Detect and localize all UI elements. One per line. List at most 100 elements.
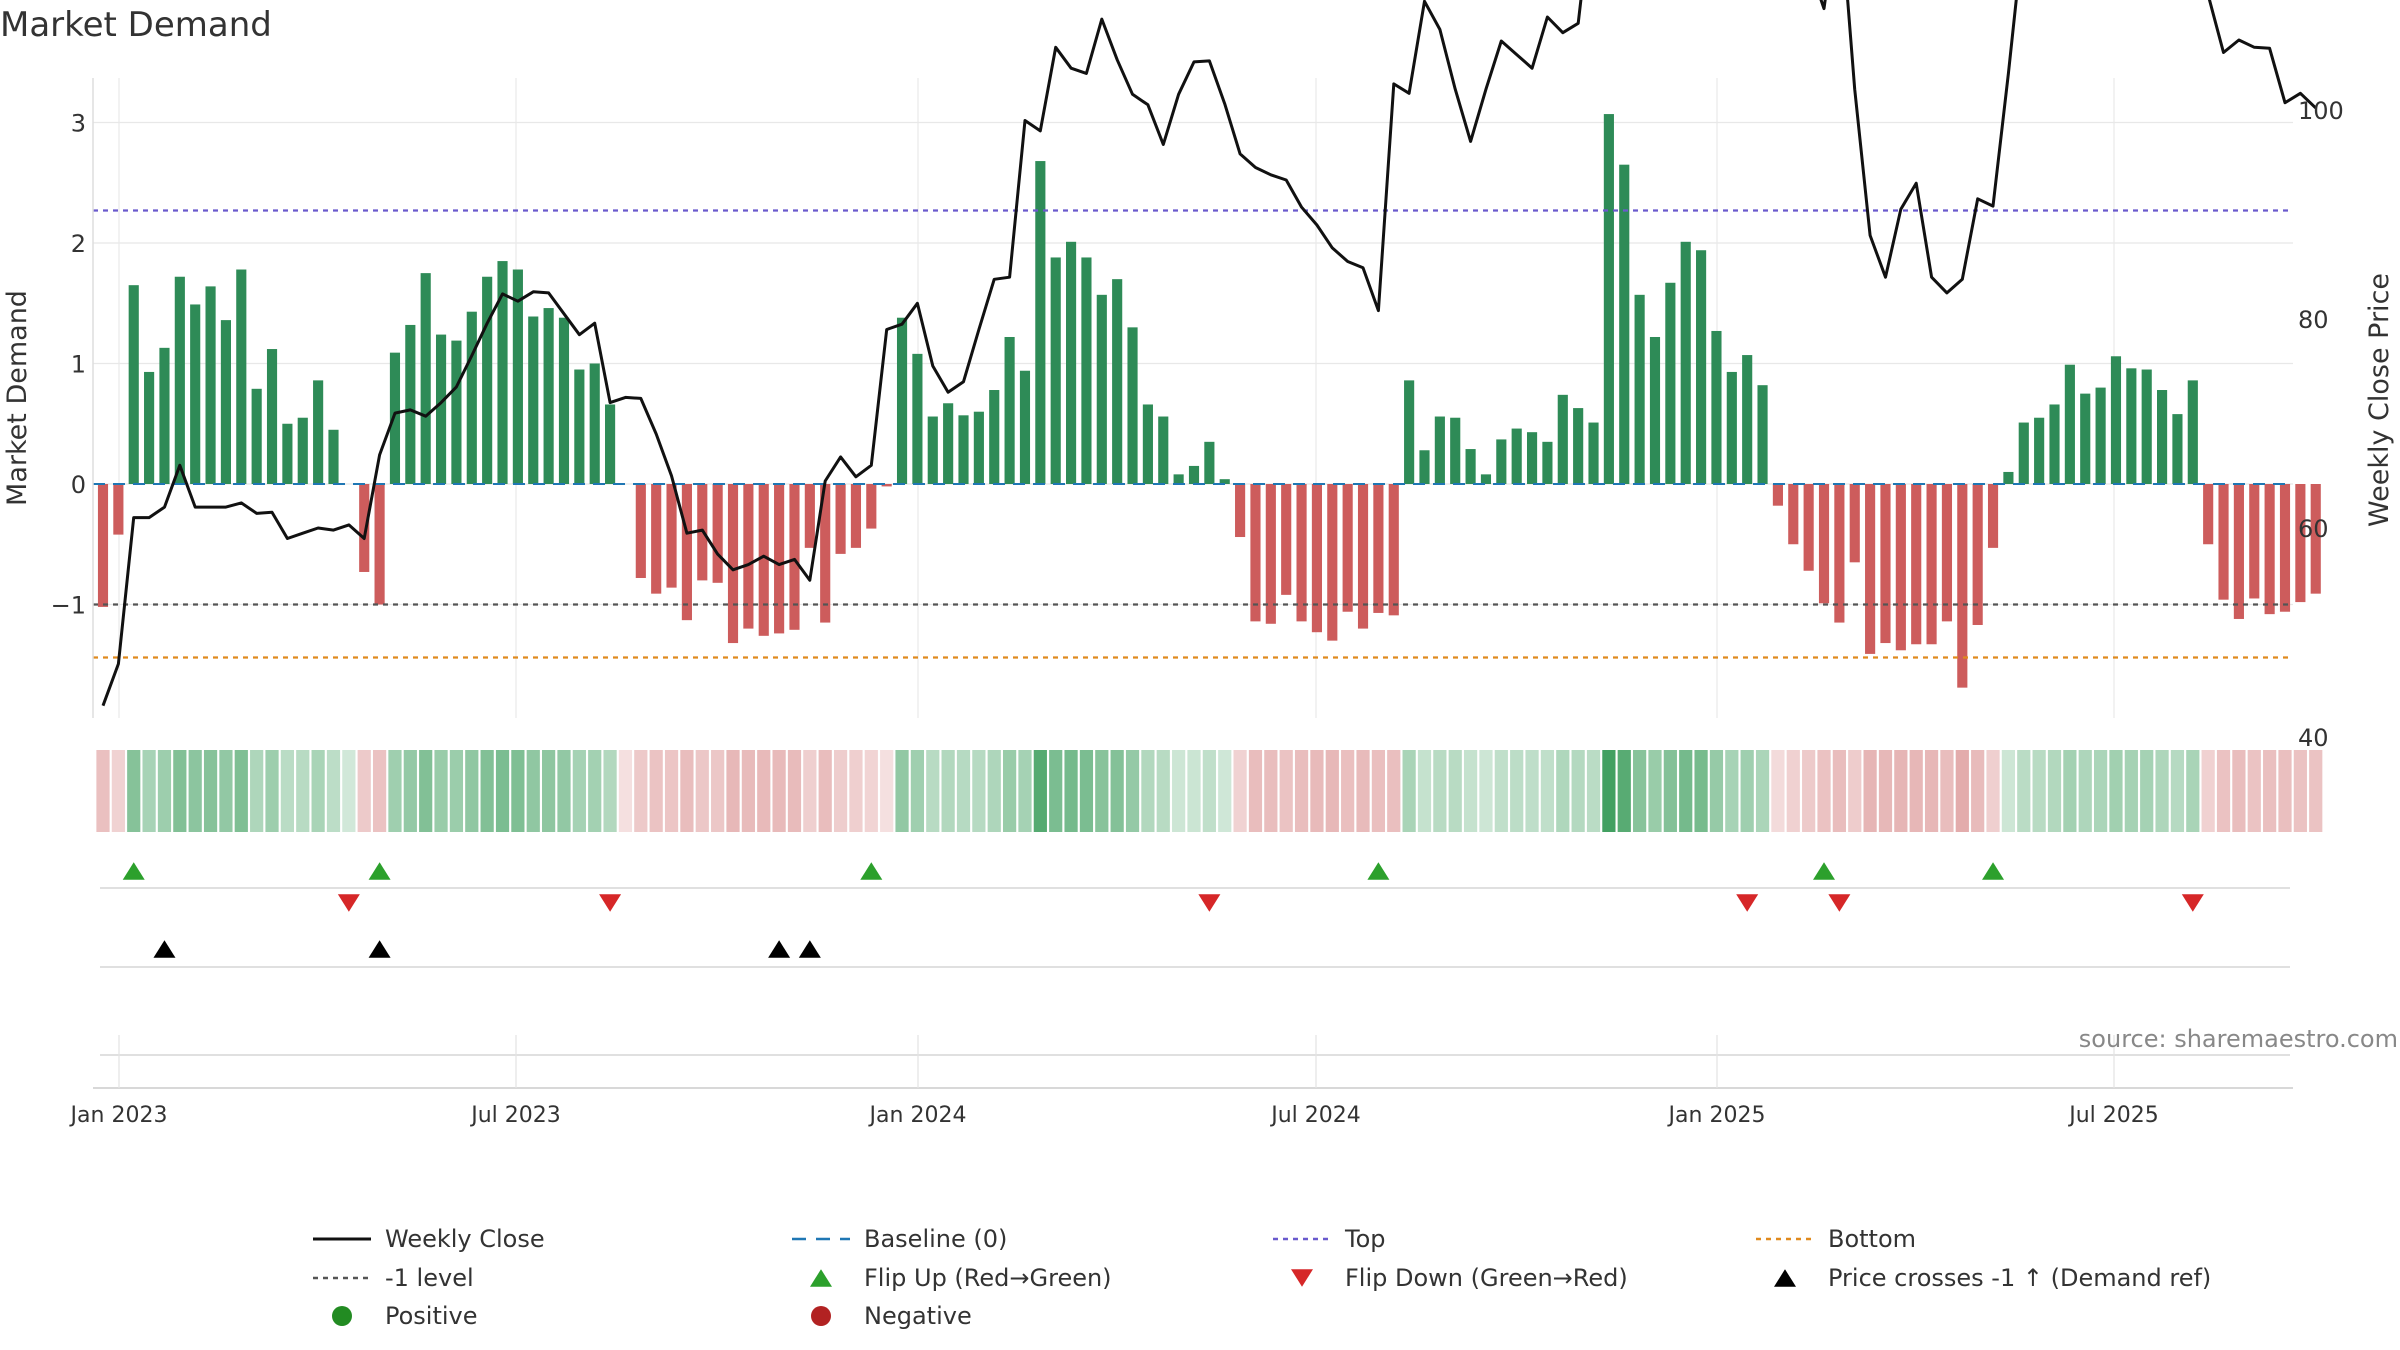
strip-cell <box>1878 750 1893 832</box>
strip-cell <box>1633 750 1647 832</box>
negative-bar <box>1296 484 1307 622</box>
strip-cell <box>1202 750 1216 832</box>
strip-cell <box>1540 750 1555 832</box>
strip-cell <box>2232 750 2246 832</box>
strip-cell <box>1832 750 1846 832</box>
strip-cell <box>1233 750 1247 832</box>
strip-cell <box>1494 750 1508 832</box>
strip-cell <box>680 750 694 832</box>
x-tick-label: Jul 2023 <box>469 1103 561 1128</box>
negative-bar <box>2279 484 2291 612</box>
negative-bar <box>881 484 892 487</box>
y-axis-right-label: Weekly Close Price <box>2364 273 2395 527</box>
negative-bar <box>651 484 662 594</box>
legend-item: Weekly Close <box>313 1225 545 1253</box>
positive-bar <box>943 403 954 484</box>
strip-cell <box>1187 750 1201 832</box>
y-right-tick-label: 80 <box>2298 306 2329 334</box>
strip-cell <box>649 750 663 832</box>
positive-bar <box>973 411 984 484</box>
strip-cell <box>1079 750 1094 832</box>
strip-cell <box>1264 750 1278 832</box>
negative-bar <box>1265 484 1276 624</box>
legend-item: Bottom <box>1756 1225 1916 1253</box>
negative-bar <box>1803 484 1814 571</box>
event-markers <box>100 862 2290 1056</box>
positive-bar <box>1419 450 1430 484</box>
strip-cell <box>495 750 510 832</box>
positive-bar <box>266 349 278 484</box>
positive-bar <box>482 276 493 484</box>
legend-label: Flip Down (Green→Red) <box>1345 1264 1628 1292</box>
strip-cell <box>1909 750 1923 832</box>
strip-cell <box>987 750 1001 832</box>
negative-bar <box>635 484 646 578</box>
strip-cell <box>465 750 479 832</box>
strip-cell <box>1986 750 2000 832</box>
strip-cell <box>1049 750 1063 832</box>
positive-bar <box>2080 393 2091 484</box>
positive-bar <box>2126 368 2137 484</box>
strip-cell <box>818 750 832 832</box>
strip-cell <box>1924 750 1939 832</box>
strip-cell <box>618 750 633 832</box>
legend-item: Positive <box>332 1302 478 1330</box>
flip-down-marker <box>1736 894 1759 912</box>
positive-bar <box>989 390 1000 484</box>
legend-item: Baseline (0) <box>792 1225 1007 1253</box>
strip-cell <box>173 750 187 832</box>
flip-up-marker <box>122 862 145 880</box>
positive-bar <box>1649 336 1661 484</box>
positive-bar <box>1588 422 1599 484</box>
price-line-group <box>101 0 2317 707</box>
negative-bar <box>1311 484 1323 633</box>
strip-cell <box>265 750 279 832</box>
legend-triangle-up-icon <box>810 1269 832 1287</box>
positive-bar <box>2003 471 2014 484</box>
positive-bar <box>405 324 416 484</box>
strip-cell <box>157 750 172 832</box>
negative-bar <box>850 484 862 548</box>
positive-bar <box>1065 241 1077 484</box>
strip-cell <box>926 750 940 832</box>
strip-cell <box>1356 750 1370 832</box>
positive-bar <box>2095 387 2106 484</box>
negative-bar <box>1373 484 1384 613</box>
positive-bar <box>1480 474 1492 484</box>
strip-cell <box>219 750 233 832</box>
positive-bar <box>605 404 616 484</box>
positive-bar <box>1173 474 1184 484</box>
strip-cell <box>1387 750 1401 832</box>
strip-cell <box>1510 750 1524 832</box>
positive-bar <box>1142 404 1153 484</box>
positive-bar <box>497 261 508 484</box>
positive-bar <box>543 308 554 484</box>
strip-cell <box>127 750 141 832</box>
strip-cell <box>250 750 264 832</box>
demand-heat-strip <box>96 750 2323 832</box>
negative-bar <box>1895 484 1906 651</box>
negative-bar <box>359 484 370 572</box>
positive-bar <box>174 276 185 484</box>
legend-item: Top <box>1273 1225 1386 1253</box>
positive-bar <box>528 316 539 484</box>
strip-cell <box>2247 750 2261 832</box>
legend-label: Price crosses -1 ↑ (Demand ref) <box>1828 1264 2211 1292</box>
strip-cell <box>1725 750 1739 832</box>
negative-bar <box>804 484 815 548</box>
legend-triangle-up-icon <box>1774 1269 1796 1287</box>
strip-cell <box>695 750 709 832</box>
reference-lines <box>93 209 2293 659</box>
positive-bar <box>512 269 523 484</box>
negative-bar <box>2310 484 2321 594</box>
negative-bar <box>1235 484 1246 538</box>
flip-down-marker <box>599 894 622 912</box>
legend-label: -1 level <box>385 1264 474 1292</box>
price-cross-marker <box>153 940 176 958</box>
strip-cell <box>1586 750 1601 832</box>
strip-cell <box>2263 750 2277 832</box>
strip-cell <box>2278 750 2292 832</box>
negative-bar <box>1772 484 1783 506</box>
strip-cell <box>1940 750 1954 832</box>
strip-cell <box>2001 750 2016 832</box>
